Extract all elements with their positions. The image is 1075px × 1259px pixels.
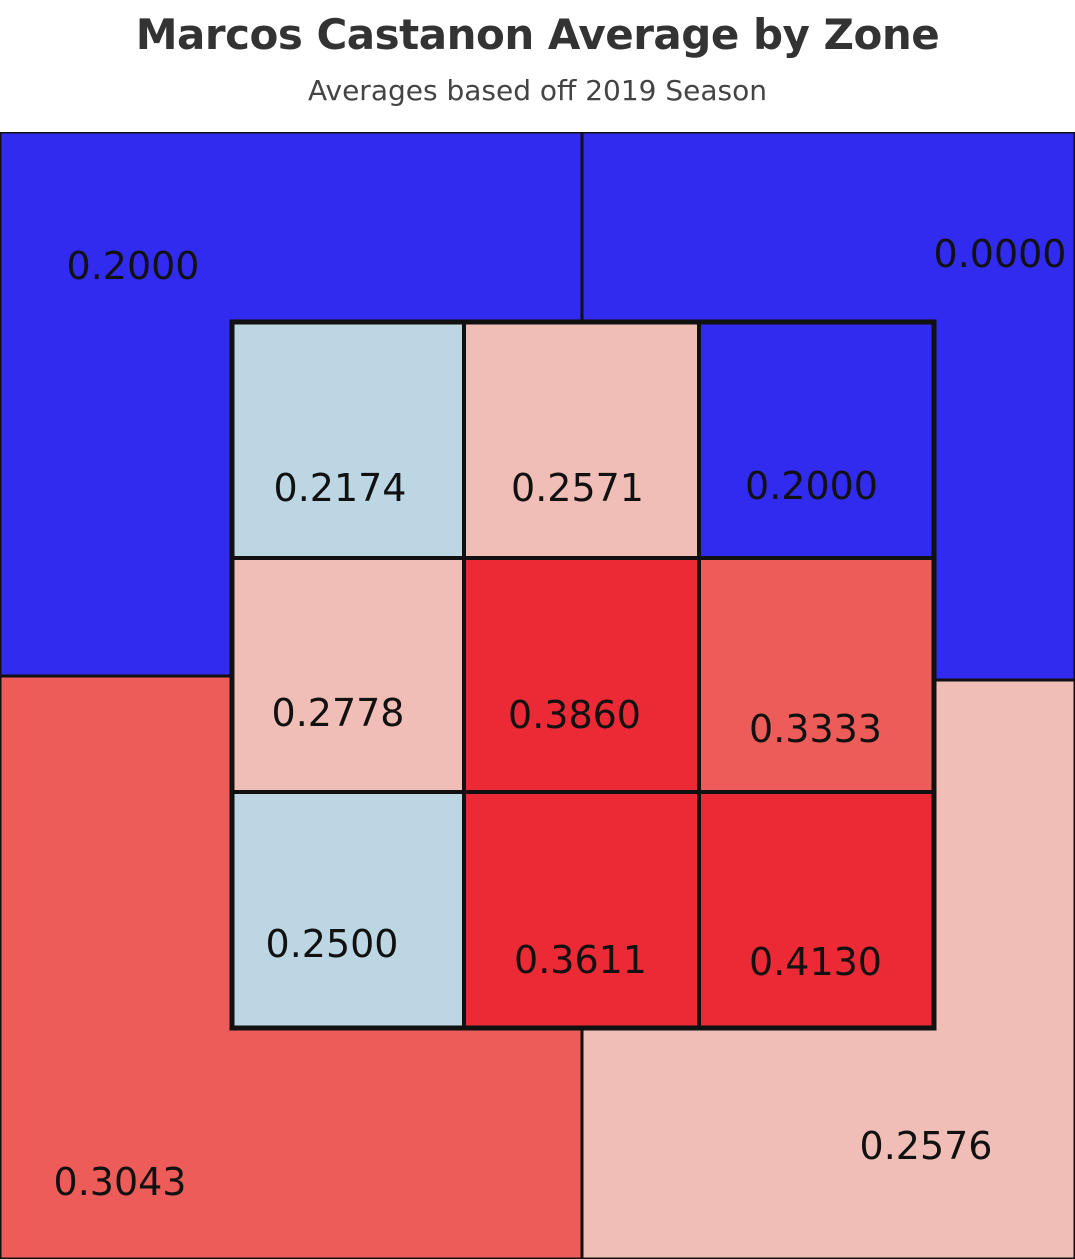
zone-value-top-right: 0.0000 bbox=[934, 232, 1067, 276]
zone-value-r1c3: 0.2000 bbox=[745, 464, 878, 508]
zone-value-r2c1: 0.2778 bbox=[272, 691, 405, 735]
inner-zone-r3c3 bbox=[697, 790, 936, 1030]
zone-value-r2c2: 0.3860 bbox=[508, 693, 641, 737]
zone-value-r1c2: 0.2571 bbox=[511, 466, 644, 510]
zone-value-r3c3: 0.4130 bbox=[749, 940, 882, 984]
zone-value-r3c1: 0.2500 bbox=[266, 922, 399, 966]
inner-zone-r2c2 bbox=[462, 556, 701, 794]
zone-value-bottom-left: 0.3043 bbox=[54, 1160, 187, 1204]
chart-subtitle: Averages based off 2019 Season bbox=[308, 74, 767, 107]
inner-zone-r3c1 bbox=[230, 790, 466, 1030]
zone-value-r1c1: 0.2174 bbox=[274, 466, 407, 510]
zone-value-r3c2: 0.3611 bbox=[514, 938, 647, 982]
strike-zone-outline bbox=[229, 319, 937, 1031]
chart-header: Marcos Castanon Average by Zone Averages… bbox=[0, 0, 1075, 132]
inner-zone-r2c3 bbox=[697, 556, 936, 794]
inner-zone-r2c1 bbox=[230, 556, 466, 794]
inner-zone-r1c3 bbox=[697, 320, 936, 560]
inner-zone-r3c2 bbox=[462, 790, 701, 1030]
inner-zone-r1c2 bbox=[462, 320, 701, 560]
zone-value-top-left: 0.2000 bbox=[67, 244, 200, 288]
zone-heatmap: 0.2174 0.2571 0.2000 0.2778 0.3860 0.3333 0.25… bbox=[0, 132, 1075, 1259]
zone-value-r2c3: 0.3333 bbox=[749, 707, 882, 751]
chart-title: Marcos Castanon Average by Zone bbox=[135, 10, 940, 59]
inner-zone-r1c1 bbox=[230, 320, 466, 560]
zone-value-bottom-right: 0.2576 bbox=[860, 1124, 993, 1168]
